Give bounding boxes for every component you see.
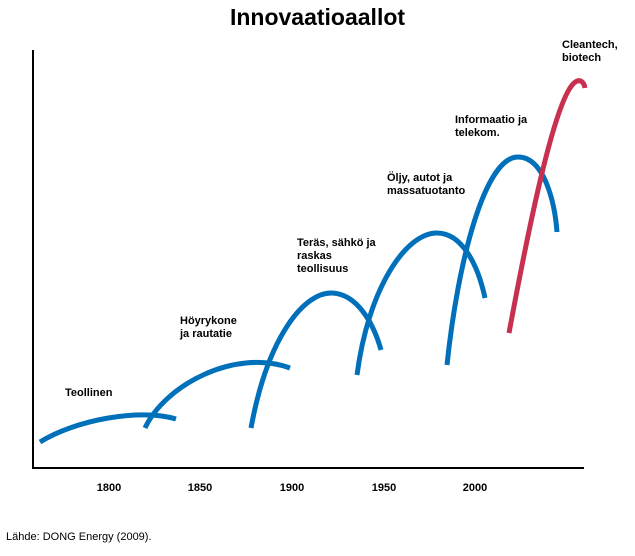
source-note: Lähde: DONG Energy (2009). bbox=[6, 531, 152, 543]
x-tick-2000: 2000 bbox=[462, 482, 488, 494]
x-tick-1950: 1950 bbox=[371, 482, 397, 494]
wave-curve-6 bbox=[506, 78, 588, 334]
wave-label-informaatio: Informaatio ja telekom. bbox=[455, 114, 528, 139]
wave-label-cleantech: Cleantech, biotech bbox=[562, 39, 618, 64]
wave-label-teollinen: Teollinen bbox=[65, 387, 113, 399]
x-tick-1900: 1900 bbox=[279, 482, 305, 494]
wave-label-oljy: Öljy, autot ja massatuotanto bbox=[387, 172, 466, 197]
wave-label-teras: Teräs, sähkö ja raskas teollisuus bbox=[297, 237, 376, 275]
wave-curve-5 bbox=[444, 154, 560, 366]
wave-curve-4 bbox=[354, 230, 488, 376]
x-tick-1800: 1800 bbox=[96, 482, 122, 494]
x-tick-1850: 1850 bbox=[187, 482, 213, 494]
wave-label-hoyrykone: Höyrykone ja rautatie bbox=[180, 315, 237, 340]
wave-curve-1 bbox=[38, 412, 177, 445]
chart-title: Innovaatioaallot bbox=[229, 4, 406, 30]
